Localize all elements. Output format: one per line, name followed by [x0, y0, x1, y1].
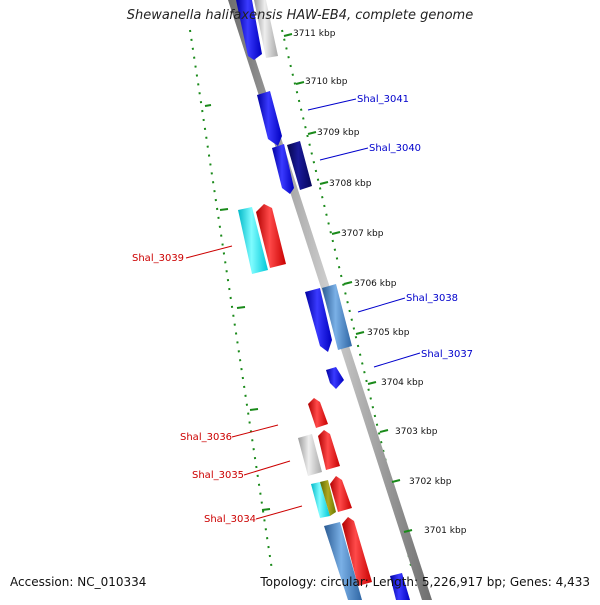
gene-arrow	[390, 573, 410, 600]
gene-arrow-shal-3039	[238, 207, 268, 274]
gene-arrow	[318, 430, 340, 470]
gene-arrow	[305, 288, 332, 352]
gene-arrow-shal-3035	[298, 434, 322, 476]
gene-label-shal-3039[interactable]: Shal_3039	[132, 253, 184, 264]
outer-guide-line	[189, 29, 273, 571]
tick-label: 3707 kbp	[341, 229, 384, 239]
gene-arrow	[342, 517, 372, 586]
gene-label-shal-3038[interactable]: Shal_3038	[406, 293, 458, 304]
gene-arrow-shal-3037	[326, 367, 344, 389]
gene-label-shal-3036[interactable]: Shal_3036	[180, 432, 232, 443]
tick-label: 3701 kbp	[424, 526, 467, 536]
gene-label-shal-3034[interactable]: Shal_3034	[204, 514, 256, 525]
axis-ticks	[204, 33, 413, 533]
tick-label: 3706 kbp	[354, 279, 397, 289]
gene-arrow	[320, 480, 336, 516]
gene-label-shal-3041[interactable]: Shal_3041	[357, 94, 409, 105]
gene-arrow	[254, 0, 278, 58]
gene-arrows	[236, 0, 410, 600]
gene-label-shal-3040[interactable]: Shal_3040	[369, 143, 421, 154]
gene-label-shal-3037[interactable]: Shal_3037	[421, 349, 473, 360]
accession-text: Accession: NC_010334	[10, 575, 147, 589]
gene-arrow	[330, 476, 352, 512]
map-title: Shewanella halifaxensis HAW-EB4, complet…	[126, 8, 474, 23]
tick-label: 3705 kbp	[367, 328, 410, 338]
gene-label-shal-3035[interactable]: Shal_3035	[192, 470, 244, 481]
label-connectors	[185, 98, 421, 520]
tick-label: 3711 kbp	[293, 29, 336, 39]
tick-label: 3702 kbp	[409, 477, 452, 487]
gene-arrow	[272, 144, 294, 194]
tick-label: 3708 kbp	[329, 179, 372, 189]
genome-summary-text: Topology: circular; Length: 5,226,917 bp…	[260, 575, 590, 589]
gene-arrow-shal-3040	[287, 141, 312, 190]
gene-arrow-shal-3038	[322, 284, 352, 350]
tick-label: 3703 kbp	[395, 427, 438, 437]
tick-label: 3704 kbp	[381, 378, 424, 388]
tick-label: 3709 kbp	[317, 128, 360, 138]
gene-arrow-shal-3034	[311, 482, 330, 518]
tick-label: 3710 kbp	[305, 77, 348, 87]
gene-arrow	[324, 522, 362, 600]
gene-arrow	[236, 0, 262, 60]
gene-arrow-shal-3041	[257, 91, 282, 146]
gene-arrow	[256, 204, 286, 268]
gene-arrow-shal-3036	[308, 398, 328, 428]
